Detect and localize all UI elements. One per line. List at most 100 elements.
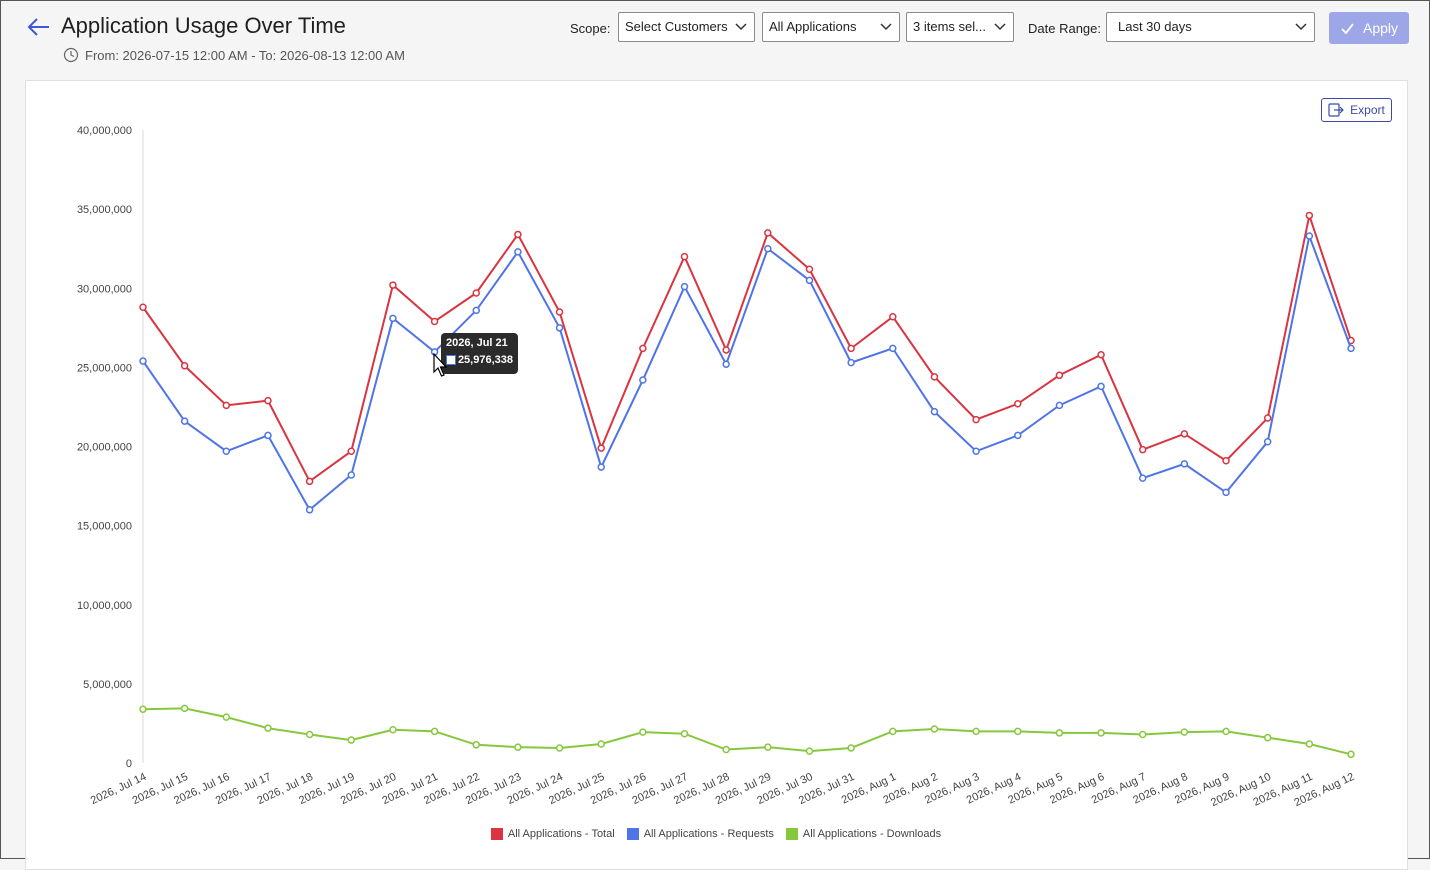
tooltip-value: 25,976,338: [457, 354, 513, 366]
legend-swatch-total: [490, 828, 503, 840]
data-point-requests: [1014, 431, 1022, 440]
apply-label: Apply: [1362, 20, 1399, 36]
data-point-total: [764, 229, 772, 237]
y-tick-label: 0: [126, 758, 132, 770]
data-point-downloads: [1138, 730, 1147, 739]
data-point-total: [1305, 211, 1314, 220]
data-point-total: [347, 447, 356, 455]
data-point-requests: [889, 344, 897, 353]
data-point-total: [180, 362, 189, 370]
y-tick-label: 20,000,000: [77, 442, 132, 454]
y-tick-label: 30,000,000: [77, 283, 132, 295]
data-point-total: [1097, 350, 1105, 359]
data-point-downloads: [1097, 729, 1105, 737]
data-point-requests: [514, 248, 522, 256]
y-tick-label: 40,000,000: [77, 125, 132, 137]
applications-dropdown[interactable]: All Applications: [762, 12, 900, 42]
chevron-down-icon: [735, 23, 747, 31]
data-point-downloads: [1180, 728, 1189, 736]
export-button[interactable]: Export: [1321, 98, 1392, 122]
data-point-downloads: [764, 743, 772, 751]
y-tick-label: 10,000,000: [77, 600, 132, 612]
data-point-total: [1014, 400, 1022, 408]
export-icon: [1328, 103, 1345, 117]
data-point-requests: [805, 276, 814, 285]
data-point-total: [722, 346, 730, 354]
applications-dropdown-value: All Applications: [769, 19, 857, 34]
data-point-total: [805, 265, 814, 274]
chart-card: [25, 80, 1408, 870]
data-point-requests: [1305, 232, 1314, 240]
data-point-total: [264, 396, 272, 405]
date-range-text: From: 2026-07-15 12:00 AM - To: 2026-08-…: [63, 47, 405, 63]
data-point-requests: [972, 447, 980, 455]
data-point-downloads: [889, 727, 897, 736]
data-point-requests: [1138, 474, 1147, 482]
legend-item-total[interactable]: All Applications - Total: [490, 828, 615, 840]
data-point-downloads: [639, 728, 647, 736]
data-point-downloads: [305, 730, 314, 739]
data-point-total: [305, 477, 314, 486]
data-point-requests: [1222, 488, 1230, 497]
date-range-label: Date Range:: [1028, 21, 1101, 36]
data-point-total: [889, 312, 897, 321]
data-point-downloads: [555, 744, 564, 752]
data-point-requests: [222, 447, 231, 455]
back-button[interactable]: [25, 13, 53, 41]
data-point-downloads: [264, 724, 272, 732]
data-point-total: [1180, 430, 1189, 438]
check-icon: [1341, 22, 1354, 34]
data-point-requests: [1180, 460, 1189, 468]
data-point-requests: [555, 324, 564, 332]
data-point-requests: [389, 314, 397, 323]
data-point-requests: [1263, 438, 1272, 446]
data-point-requests: [347, 471, 356, 479]
data-point-total: [1055, 371, 1064, 380]
customers-dropdown[interactable]: Select Customers: [618, 12, 755, 42]
data-point-total: [514, 230, 522, 239]
data-point-total: [555, 308, 564, 316]
legend-item-requests[interactable]: All Applications - Requests: [626, 828, 774, 840]
data-point-downloads: [1263, 733, 1272, 742]
data-point-total: [1222, 456, 1230, 465]
series-line-total: [142, 211, 1352, 483]
legend-swatch-requests: [626, 828, 639, 840]
customers-dropdown-value: Select Customers: [625, 19, 728, 34]
tooltip-date: 2026, Jul 21: [446, 337, 508, 349]
data-point-total: [597, 444, 605, 452]
legend-swatch-downloads: [785, 828, 798, 840]
data-point-total: [680, 252, 689, 261]
y-tick-label: 25,000,000: [77, 362, 132, 374]
clock-icon: [63, 47, 79, 63]
arrow-left-icon: [27, 18, 49, 36]
data-point-requests: [139, 357, 147, 365]
data-point-total: [430, 317, 439, 326]
y-tick-label: 35,000,000: [77, 204, 132, 216]
y-tick-label: 15,000,000: [77, 521, 132, 533]
data-point-downloads: [139, 705, 147, 713]
items-dropdown-value: 3 items sel...: [913, 19, 986, 34]
data-point-requests: [930, 407, 939, 416]
data-point-total: [1138, 445, 1147, 454]
chevron-down-icon: [880, 23, 892, 31]
data-point-requests: [1097, 382, 1105, 391]
data-point-total: [472, 289, 480, 297]
data-point-requests: [847, 358, 855, 367]
apply-button[interactable]: Apply: [1329, 12, 1409, 44]
date-range-dropdown[interactable]: Last 30 days: [1106, 12, 1315, 42]
chevron-down-icon: [1295, 23, 1307, 31]
data-point-requests: [1347, 344, 1355, 353]
data-point-downloads: [597, 740, 605, 748]
items-dropdown[interactable]: 3 items sel...: [906, 12, 1014, 42]
data-point-requests: [472, 306, 480, 315]
legend-item-downloads[interactable]: All Applications - Downloads: [785, 828, 941, 840]
data-point-requests: [639, 376, 647, 384]
scope-label: Scope:: [570, 21, 611, 36]
chart-tooltip: 2026, Jul 21 25,976,338: [441, 333, 518, 374]
data-point-requests: [597, 463, 605, 471]
series-line-downloads: [142, 707, 1352, 756]
data-point-downloads: [1347, 750, 1355, 759]
data-point-downloads: [389, 726, 397, 734]
chart-legend: All Applications - Total All Application…: [1, 828, 1430, 840]
data-point-downloads: [1305, 740, 1314, 748]
